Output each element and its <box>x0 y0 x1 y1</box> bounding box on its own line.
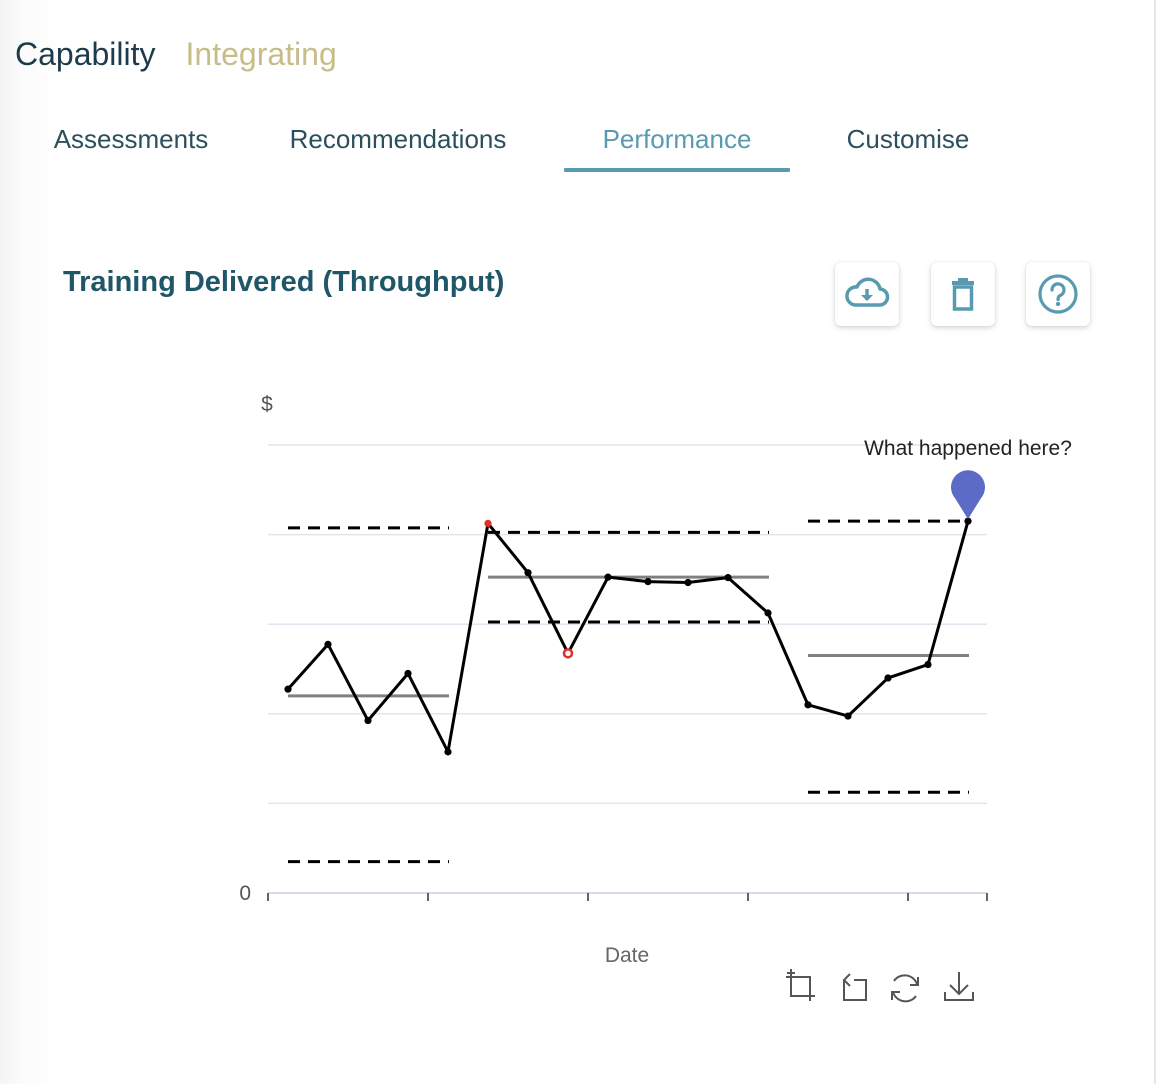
data-point <box>604 573 612 581</box>
data-point <box>884 674 892 682</box>
annotation-marker <box>951 470 985 520</box>
save-image-icon[interactable] <box>944 972 974 1001</box>
data-point <box>524 569 532 577</box>
tab-recommendations[interactable]: Recommendations <box>289 124 507 154</box>
data-point <box>724 574 732 582</box>
data-point <box>964 517 972 525</box>
chart-title: Training Delivered (Throughput) <box>63 266 505 298</box>
data-point <box>924 660 932 669</box>
tab-customise[interactable]: Customise <box>846 124 970 154</box>
data-point <box>404 669 412 678</box>
special-cause-point <box>484 519 492 528</box>
tab-bar: Assessments Recommendations Performance … <box>30 110 1026 174</box>
help-button[interactable] <box>1026 262 1090 326</box>
cloud-download-icon <box>845 277 890 307</box>
data-point <box>844 712 852 720</box>
restore-icon[interactable] <box>891 974 919 1003</box>
delete-button[interactable] <box>931 262 995 326</box>
trash-icon <box>952 278 974 311</box>
help-circle-icon <box>1038 274 1078 314</box>
panel-divider <box>1154 0 1156 1084</box>
data-point <box>284 685 292 693</box>
data-point <box>804 701 812 709</box>
capability-header: Capability Integrating <box>15 34 337 74</box>
capability-label: Capability <box>15 36 156 72</box>
tab-performance[interactable]: Performance <box>564 110 790 172</box>
capability-stage: Integrating <box>185 36 337 72</box>
data-point <box>644 578 652 586</box>
special-cause-point <box>562 648 574 659</box>
data-point <box>764 609 772 617</box>
zoom-select-icon[interactable] <box>786 969 815 1001</box>
x-axis-label: Date <box>605 944 649 967</box>
data-point <box>324 640 332 648</box>
zoom-reset-icon[interactable] <box>842 973 867 1001</box>
data-point <box>684 578 692 587</box>
annotation-text: What happened here? <box>864 437 1072 460</box>
data-point <box>444 748 452 756</box>
data-point <box>364 716 372 725</box>
tab-assessments[interactable]: Assessments <box>53 124 209 154</box>
series-line <box>286 520 970 754</box>
download-button[interactable] <box>835 262 899 326</box>
panel-shade <box>0 0 270 1084</box>
